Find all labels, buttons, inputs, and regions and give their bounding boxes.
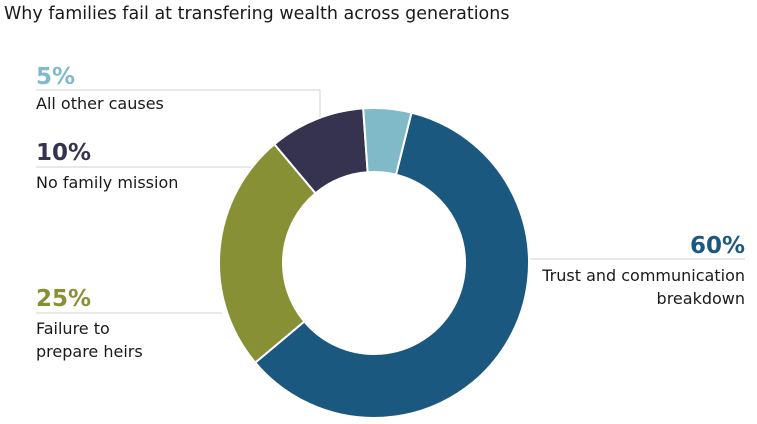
leader-line-other	[36, 89, 321, 122]
slice-label-trust-line1: Trust and communication	[542, 266, 745, 285]
slice-value-other: 5%	[36, 64, 76, 90]
slice-value-heirs: 25%	[36, 286, 92, 312]
slice-label-trust-line2: breakdown	[656, 289, 745, 308]
chart-title: Why families fail at transfering wealth …	[4, 4, 510, 24]
slice-value-trust: 60%	[689, 233, 745, 259]
slice-label-heirs-line1: Failure to	[36, 319, 110, 338]
slice-label-heirs-line2: prepare heirs	[36, 342, 143, 361]
slice-heirs	[218, 142, 317, 365]
slice-label-other: All other causes	[36, 94, 164, 113]
slice-other	[362, 107, 413, 176]
slice-value-mission: 10%	[36, 140, 92, 166]
slice-label-mission: No family mission	[36, 173, 179, 192]
slice-trust	[253, 111, 530, 419]
